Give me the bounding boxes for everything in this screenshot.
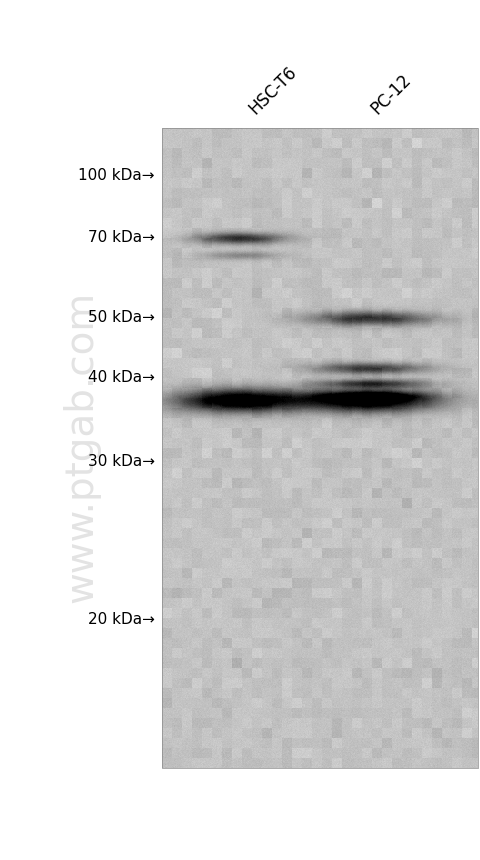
- Text: www.ptgab.com: www.ptgab.com: [62, 292, 101, 603]
- Bar: [162, 128, 478, 768]
- Text: 50 kDa→: 50 kDa→: [88, 310, 155, 325]
- Text: 20 kDa→: 20 kDa→: [88, 612, 155, 628]
- Text: 70 kDa→: 70 kDa→: [88, 230, 155, 245]
- Text: 40 kDa→: 40 kDa→: [88, 371, 155, 385]
- Text: 30 kDa→: 30 kDa→: [88, 454, 155, 470]
- Text: HSC-T6: HSC-T6: [245, 63, 300, 118]
- Text: 100 kDa→: 100 kDa→: [79, 168, 155, 182]
- Text: PC-12: PC-12: [367, 71, 414, 118]
